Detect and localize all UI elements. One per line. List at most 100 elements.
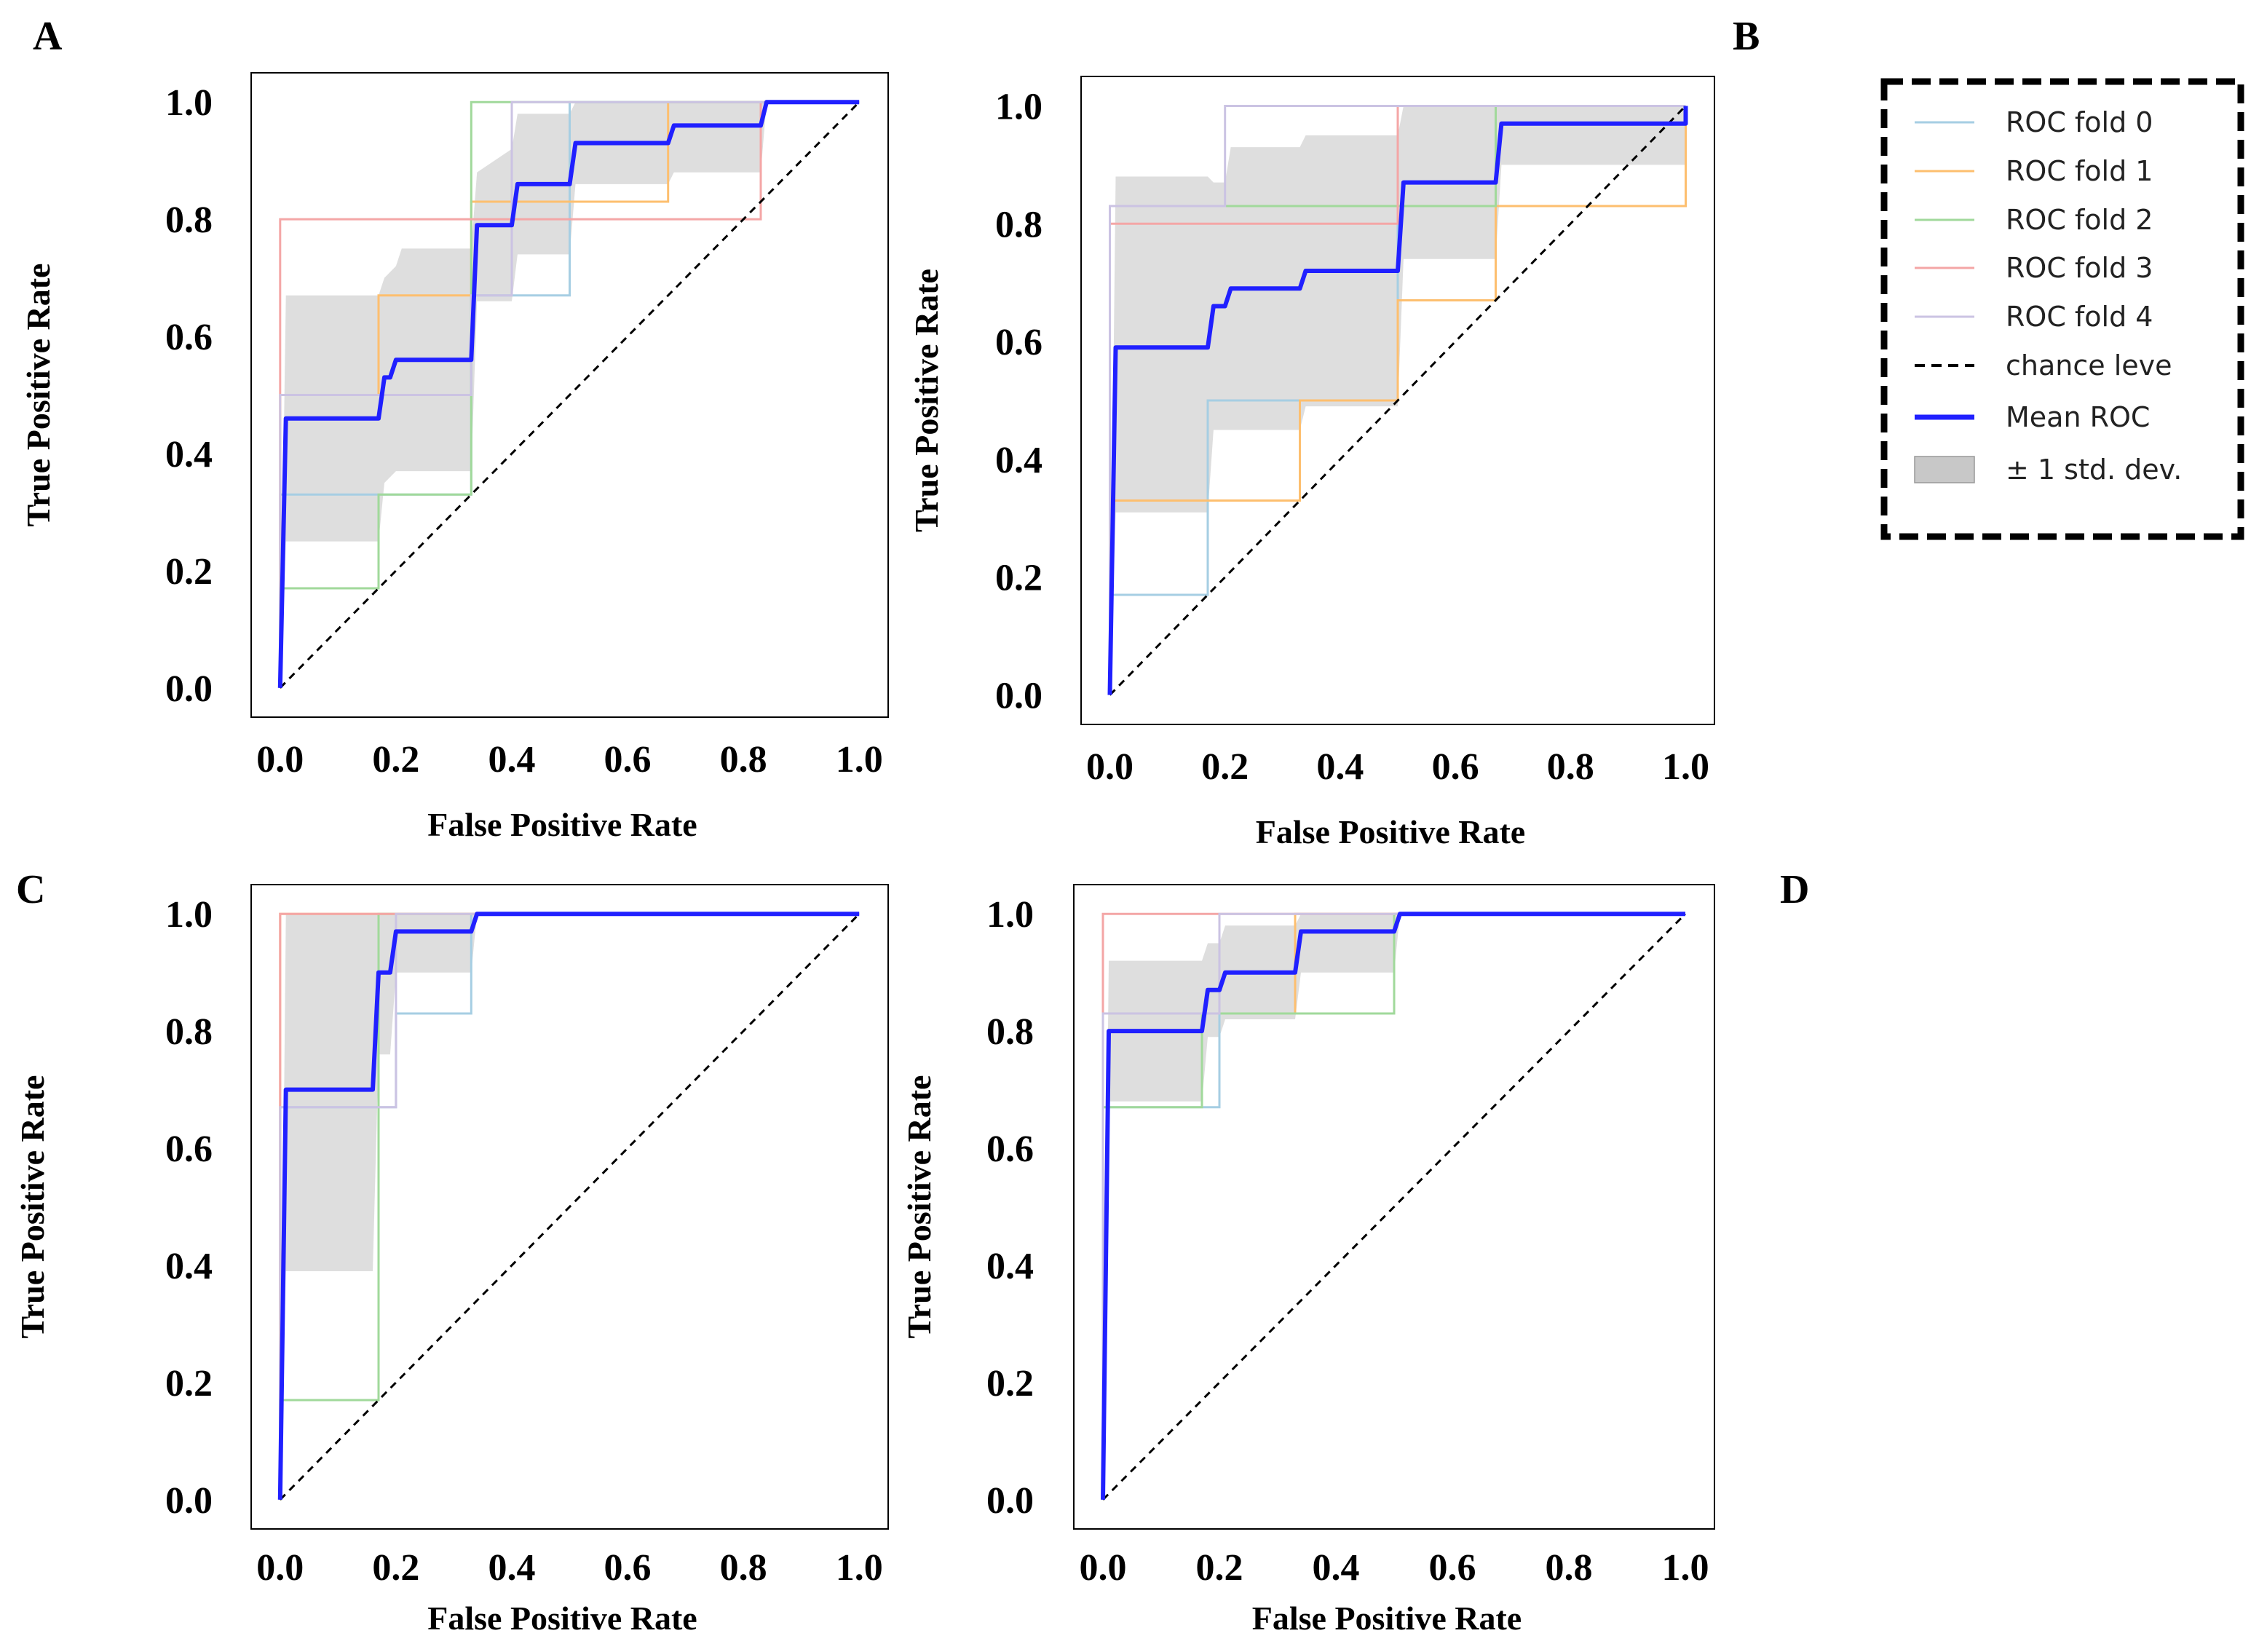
axes-frame — [1080, 76, 1715, 725]
legend-entry: chance leve — [1915, 349, 2172, 382]
x-axis-title: False Positive Rate — [427, 1600, 697, 1637]
panel-c: C 0.0 0.2 0.4 0.6 0.8 1.0 0.0 0.2 0.4 0.6 0.8 1.0 Fal… — [14, 867, 889, 1637]
y-tick-label: 0.8 — [165, 1011, 213, 1053]
y-tick-label: 0.6 — [165, 1129, 213, 1170]
x-tick-label: 0.6 — [1429, 1547, 1476, 1589]
y-tick-label: 0.4 — [986, 1246, 1034, 1287]
legend-label: ROC fold 1 — [2006, 155, 2153, 187]
chance-line — [1101, 913, 1687, 1501]
roc-fold-4-line — [1109, 105, 1686, 695]
y-axis-title: True Positive Rate — [20, 264, 57, 527]
y-tick-label: 0.4 — [995, 440, 1043, 481]
legend-swatch — [1914, 456, 1975, 483]
legend-label: ± 1 std. dev. — [2006, 454, 2182, 486]
y-tick-label: 0.2 — [995, 558, 1043, 599]
x-tick-label: 0.0 — [1080, 1547, 1127, 1589]
x-tick-label: 0.0 — [1086, 746, 1134, 788]
y-tick-label: 0.0 — [165, 668, 213, 710]
panel-letter: A — [33, 14, 63, 59]
legend-entry: ± 1 std. dev. — [1914, 454, 2182, 486]
mean-roc-line — [1101, 912, 1685, 1500]
roc-fold-4-line — [279, 100, 860, 688]
x-tick-label: 0.6 — [1432, 746, 1479, 788]
y-tick-label: 1.0 — [995, 86, 1043, 127]
panel-letter: D — [1780, 867, 1809, 912]
x-tick-label: 1.0 — [836, 1547, 883, 1589]
x-tick-label: 0.0 — [256, 739, 304, 780]
x-tick-label: 0.8 — [720, 739, 767, 780]
x-tick-label: 0.6 — [604, 739, 652, 780]
x-tick-label: 0.2 — [1201, 746, 1249, 788]
legend: ROC fold 0 ROC fold 1 ROC fold 2 ROC fold 3… — [1880, 78, 2244, 540]
y-tick-label: 0.2 — [165, 551, 213, 593]
mean-roc-line — [1107, 106, 1688, 695]
legend-label: ROC fold 0 — [2006, 106, 2153, 138]
y-axis-title: True Positive Rate — [14, 1075, 51, 1339]
legend-label: chance leve — [2006, 349, 2172, 382]
legend-entry: ROC fold 4 — [1915, 301, 2153, 333]
std-band — [280, 914, 860, 1500]
panel-letter: B — [1733, 14, 1760, 59]
x-tick-label: 1.0 — [1662, 1547, 1709, 1589]
x-tick-label: 0.8 — [720, 1547, 767, 1589]
legend-label: Mean ROC — [2006, 401, 2150, 433]
x-tick-label: 0.0 — [256, 1547, 304, 1589]
axes-frame — [1073, 884, 1715, 1530]
legend-entry: ROC fold 1 — [1915, 155, 2153, 187]
x-tick-label: 0.6 — [604, 1547, 652, 1589]
panel-b: B 0.0 0.2 0.4 0.6 0.8 1.0 0.0 0.2 0.4 0.6 0.8 1.0 Fal… — [908, 14, 1760, 850]
x-tick-label: 0.2 — [1196, 1547, 1243, 1589]
x-tick-label: 1.0 — [836, 739, 883, 780]
legend-label: ROC fold 2 — [2006, 204, 2153, 236]
y-tick-label: 0.0 — [986, 1480, 1034, 1522]
std-band — [1103, 914, 1685, 1500]
x-tick-label: 0.8 — [1546, 1547, 1593, 1589]
y-tick-label: 1.0 — [165, 894, 213, 936]
y-tick-label: 0.6 — [165, 317, 213, 358]
x-tick-label: 1.0 — [1662, 746, 1709, 788]
legend-label: ROC fold 4 — [2006, 301, 2153, 333]
chance-line — [1109, 105, 1687, 696]
y-tick-label: 0.8 — [165, 199, 213, 241]
roc-fold-1-line — [1109, 106, 1687, 695]
y-tick-label: 0.8 — [986, 1011, 1034, 1053]
x-tick-label: 0.4 — [1313, 1547, 1360, 1589]
y-tick-label: 0.6 — [986, 1129, 1034, 1170]
y-tick-label: 1.0 — [165, 82, 213, 124]
mean-roc-line — [277, 912, 860, 1500]
legend-label: ROC fold 3 — [2006, 252, 2153, 284]
x-tick-label: 0.4 — [488, 1547, 535, 1589]
y-axis-title: True Positive Rate — [901, 1075, 938, 1339]
chance-line — [279, 101, 861, 689]
y-tick-label: 0.4 — [165, 1246, 213, 1287]
x-tick-label: 0.2 — [372, 739, 419, 780]
x-tick-label: 0.4 — [488, 739, 535, 780]
mean-roc-line — [277, 100, 860, 688]
y-tick-label: 0.2 — [165, 1363, 213, 1404]
panel-d: D 0.0 0.2 0.4 0.6 0.8 1.0 0.0 0.2 0.4 0.6 0.8 1.0 Fal… — [901, 867, 1809, 1637]
y-tick-label: 0.6 — [995, 322, 1043, 363]
y-tick-label: 0.4 — [165, 434, 213, 475]
x-axis-title: False Positive Rate — [427, 806, 697, 843]
y-axis-title: True Positive Rate — [908, 269, 945, 532]
chance-line — [279, 913, 861, 1501]
panel-letter: C — [16, 867, 45, 912]
y-tick-label: 0.2 — [986, 1363, 1034, 1404]
x-axis-title: False Positive Rate — [1252, 1600, 1522, 1637]
x-tick-label: 0.2 — [372, 1547, 419, 1589]
x-tick-label: 0.8 — [1547, 746, 1594, 788]
legend-entry: ROC fold 3 — [1915, 252, 2153, 284]
axes-frame — [250, 72, 889, 718]
x-axis-title: False Positive Rate — [1256, 813, 1525, 850]
legend-entry: Mean ROC — [1915, 401, 2150, 433]
axes-frame — [250, 884, 889, 1530]
y-tick-label: 0.0 — [995, 676, 1043, 717]
panel-a: A 0.0 0.2 0.4 0.6 0.8 1.0 0.0 0.2 0.4 0.6 0.8 1.0 Fal… — [20, 14, 889, 843]
legend-entry: ROC fold 2 — [1915, 204, 2153, 236]
x-tick-label: 0.4 — [1316, 746, 1364, 788]
legend-entry: ROC fold 0 — [1915, 106, 2153, 138]
y-tick-label: 1.0 — [986, 894, 1034, 936]
roc-fold-4-line — [1101, 912, 1685, 1500]
y-tick-label: 0.8 — [995, 204, 1043, 245]
